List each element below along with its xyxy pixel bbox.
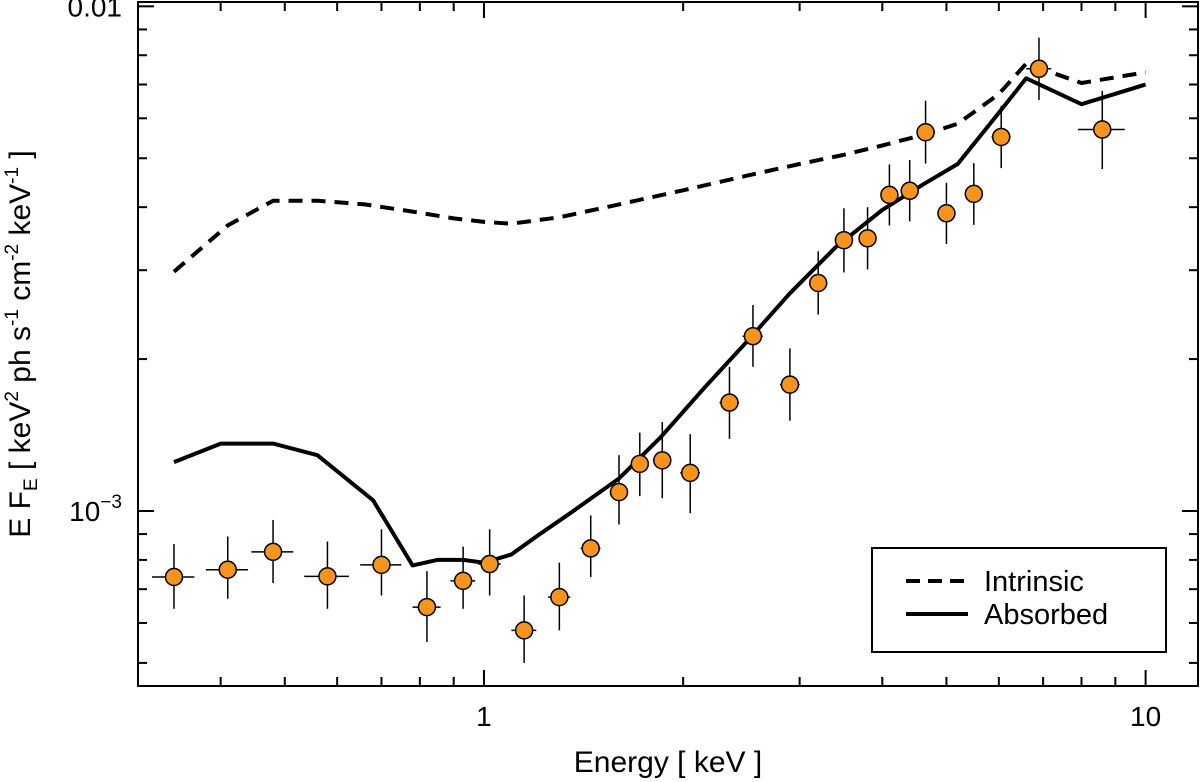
point-marker (453, 571, 473, 591)
data-point (152, 544, 195, 609)
point-marker (164, 567, 184, 587)
tick-labels: 1 10 0.01 10−3 (68, 0, 1162, 732)
point-marker (937, 204, 956, 223)
point-marker (880, 185, 899, 205)
curve-intrinsic (172, 61, 1146, 274)
point-marker (964, 184, 984, 204)
point-marker (263, 542, 283, 562)
data-point (548, 562, 571, 631)
point-marker (550, 587, 569, 607)
data-point (719, 366, 740, 439)
data-point (609, 455, 629, 525)
x-tick-label: 10 (1130, 701, 1161, 732)
data-point (964, 163, 984, 225)
point-marker (743, 326, 763, 346)
data-point (880, 164, 899, 226)
data-point (450, 546, 476, 609)
data-point (1026, 37, 1052, 101)
point-marker (318, 567, 337, 586)
point-marker (858, 229, 877, 248)
point-marker (1029, 59, 1049, 79)
data-point (205, 536, 249, 599)
data-point (478, 529, 501, 596)
data-point (251, 519, 294, 583)
data-point (630, 432, 650, 497)
point-marker (720, 393, 739, 412)
point-marker (581, 539, 600, 558)
point-marker (900, 181, 919, 201)
point-marker (609, 482, 629, 502)
curve-absorbed (173, 76, 1147, 568)
data-point (858, 207, 877, 270)
point-marker (653, 451, 672, 470)
legend-intrinsic-label: Intrinsic (984, 566, 1084, 598)
data-point (991, 105, 1011, 169)
data-point (1077, 90, 1125, 170)
legend: Intrinsic Absorbed (871, 547, 1167, 653)
point-marker (1093, 120, 1112, 139)
x-tick-label: 1 (476, 701, 492, 732)
legend-box (871, 547, 1167, 653)
data-point (360, 529, 402, 596)
data-point (779, 348, 800, 421)
data-point (900, 160, 919, 222)
point-marker (991, 127, 1011, 147)
point-marker (480, 554, 499, 574)
plot-frame (137, 1, 1199, 687)
point-marker (780, 375, 800, 394)
data-point (808, 251, 828, 315)
data-point (742, 304, 763, 367)
data-points (152, 37, 1125, 663)
y-tick-label: 0.01 (68, 0, 123, 22)
point-marker (808, 273, 828, 293)
data-point (916, 100, 935, 164)
data-point (412, 571, 441, 643)
y-axis-title: E FE [ keV2 ph s-1 cm-2 keV-1 ] (2, 150, 42, 537)
data-point (580, 515, 601, 577)
point-marker (218, 560, 238, 579)
point-marker (630, 454, 650, 474)
axis-ticks (138, 2, 1198, 686)
point-marker (680, 463, 700, 483)
data-point (511, 595, 537, 663)
point-marker (916, 122, 935, 142)
point-marker (834, 230, 854, 250)
data-point (304, 541, 349, 609)
point-marker (372, 555, 391, 575)
point-marker (514, 621, 534, 640)
y-tick-label: 10−3 (69, 492, 122, 527)
data-point (937, 182, 956, 245)
point-marker (417, 597, 437, 617)
x-axis-title: Energy [ keV ] (574, 746, 762, 779)
legend-absorbed-label: Absorbed (984, 599, 1108, 631)
data-point (652, 422, 672, 499)
data-point (834, 208, 854, 273)
data-point (680, 434, 700, 514)
